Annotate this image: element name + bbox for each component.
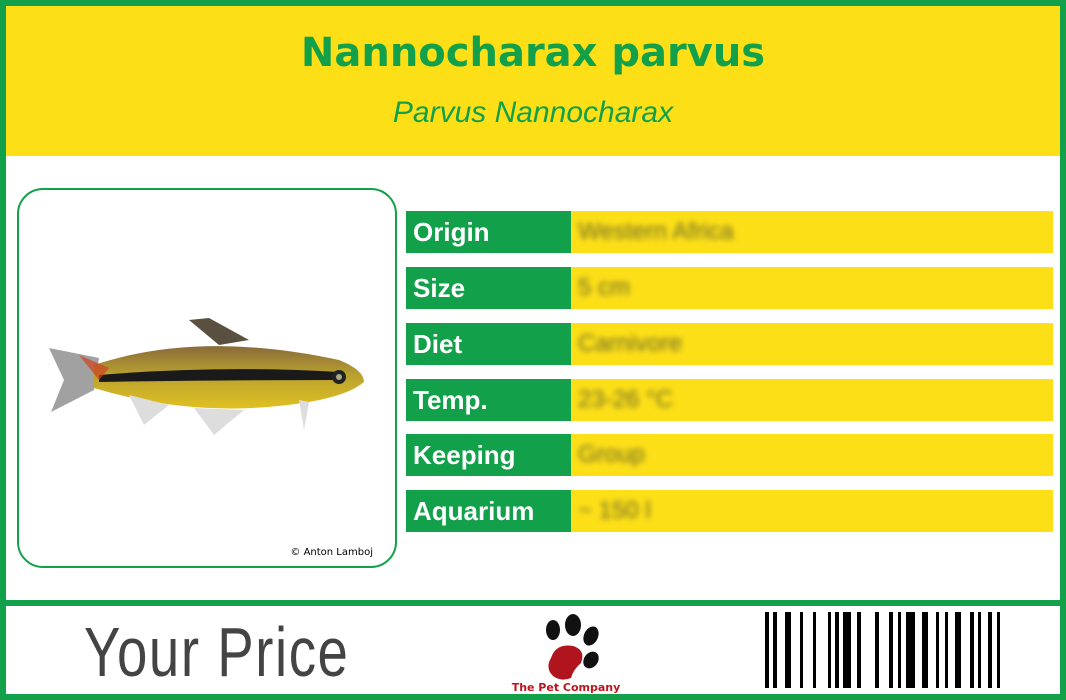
barcode-bar <box>828 612 831 688</box>
barcode-bar <box>936 612 939 688</box>
barcode-bar <box>955 612 961 688</box>
fact-row-diet: Diet Carnivore <box>406 323 1053 365</box>
barcode-bar <box>997 612 1000 688</box>
fact-label: Aquarium <box>406 490 571 532</box>
barcode-bar <box>785 612 791 688</box>
header: Nannocharax parvus Parvus Nannocharax <box>6 6 1060 156</box>
common-name: Parvus Nannocharax <box>392 96 674 129</box>
barcode-bar <box>835 612 839 688</box>
barcode-bar <box>843 612 851 688</box>
fact-label: Size <box>406 267 571 309</box>
species-name: Nannocharax parvus <box>300 30 766 76</box>
paw-icon <box>546 614 599 680</box>
fact-value: Carnivore <box>578 330 683 357</box>
barcode-bar <box>906 612 915 688</box>
barcode-bar <box>875 612 879 688</box>
barcode-bar <box>800 612 803 688</box>
barcode-bar <box>765 612 769 688</box>
barcode-bar <box>857 612 861 688</box>
fact-value: 23-26 °C <box>578 386 673 413</box>
barcode-bar <box>922 612 928 688</box>
photo-credit: © Anton Lamboj <box>290 547 373 558</box>
barcode-bar <box>773 612 777 688</box>
barcode-bar <box>898 612 901 688</box>
barcode-bar <box>813 612 816 688</box>
fact-value: Western Africa <box>578 218 734 245</box>
footer-divider <box>6 600 1060 606</box>
barcode-bar <box>978 612 981 688</box>
barcode-bar <box>945 612 948 688</box>
price-label: Your Price <box>84 613 350 691</box>
fact-row-aquarium: Aquarium ~ 150 l <box>406 490 1053 532</box>
fact-row-temp: Temp. 23-26 °C <box>406 379 1053 421</box>
fact-value: 5 cm <box>578 274 631 301</box>
fact-label: Diet <box>406 323 571 365</box>
brand-name: The Pet Company <box>511 681 621 694</box>
fish-photo: © Anton Lamboj <box>17 188 397 568</box>
fact-label: Origin <box>406 211 571 253</box>
fact-label: Temp. <box>406 379 571 421</box>
barcode <box>765 612 1000 688</box>
fact-row-keeping: Keeping Group <box>406 434 1053 476</box>
brand-logo: The Pet Company <box>511 608 621 694</box>
fact-label: Keeping <box>406 434 571 476</box>
fact-row-origin: Origin Western Africa <box>406 211 1053 253</box>
fish-card: Nannocharax parvus Parvus Nannocharax © … <box>6 6 1060 694</box>
barcode-bar <box>889 612 893 688</box>
barcode-bar <box>988 612 992 688</box>
barcode-bar <box>970 612 974 688</box>
fact-value: Group <box>578 441 645 468</box>
fact-value: ~ 150 l <box>578 497 651 524</box>
fact-row-size: Size 5 cm <box>406 267 1053 309</box>
fish-image <box>49 318 364 435</box>
